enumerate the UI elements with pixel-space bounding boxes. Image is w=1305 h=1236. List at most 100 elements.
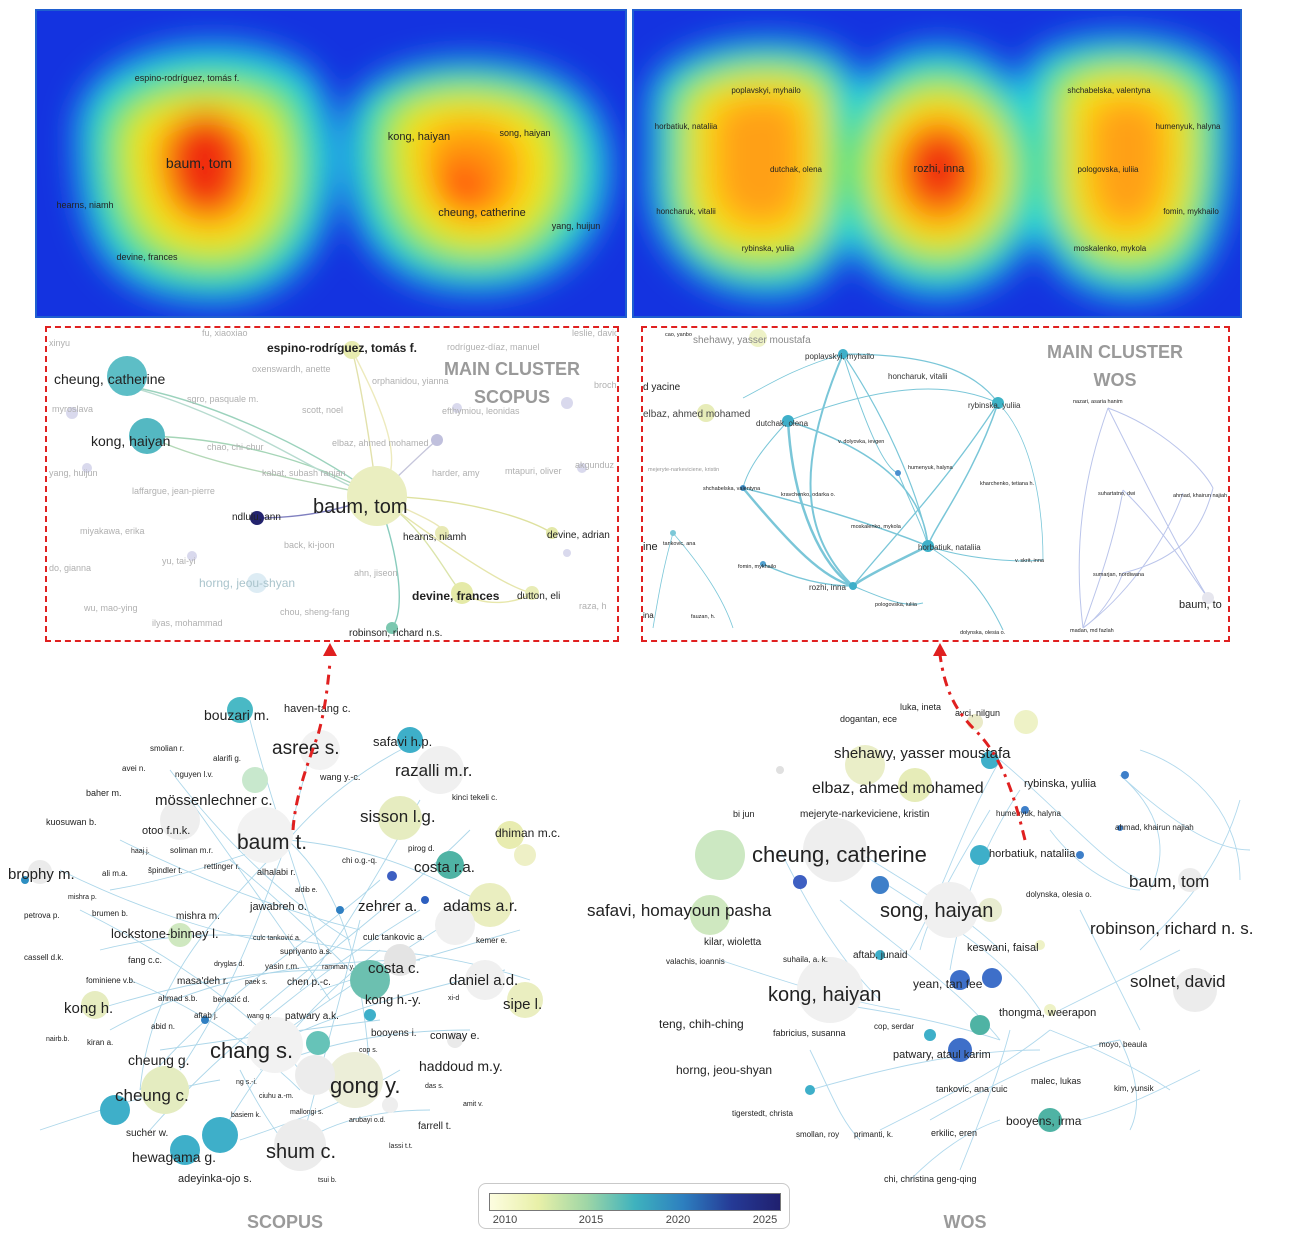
node-label: xi-d bbox=[448, 995, 459, 1002]
node-label: patwary a.k. bbox=[285, 1011, 339, 1022]
node-label: kabat, subash ranjan bbox=[262, 468, 346, 478]
node-label: hewagama g. bbox=[132, 1149, 216, 1165]
node-label: cheung, catherine bbox=[54, 371, 166, 387]
node-label: espino-rodríguez, tomás f. bbox=[267, 341, 417, 355]
node-label: tankovic, ana cuic bbox=[936, 1084, 1008, 1094]
node-label: suhaila, a. k. bbox=[783, 955, 828, 964]
node-label: aftab, junaid bbox=[853, 950, 908, 961]
node-label: ndlulu, ann bbox=[232, 512, 281, 523]
heat-label: hearns, niamh bbox=[56, 200, 113, 210]
node-label: baum, tom bbox=[313, 496, 407, 518]
node-label: sisson l.g. bbox=[360, 807, 436, 826]
heat-label: yang, huijun bbox=[552, 221, 601, 231]
node-label: v. skrit, inna bbox=[1015, 558, 1045, 564]
node-label: raza, h bbox=[579, 601, 607, 611]
node-label: smolian r. bbox=[150, 744, 184, 753]
node-label: špindler t. bbox=[148, 866, 183, 875]
main-cluster-scopus-title-2: SCOPUS bbox=[474, 387, 550, 407]
node-label: zehrer a. bbox=[358, 898, 417, 915]
node-label: cop s. bbox=[359, 1047, 378, 1054]
node-label: haddoud m.y. bbox=[419, 1058, 503, 1074]
node-label: wu, mao-ying bbox=[83, 603, 138, 613]
node-label: culc tankovic a. bbox=[363, 932, 425, 942]
node-label: cheung, catherine bbox=[752, 842, 927, 867]
node-label: pirog d. bbox=[408, 844, 435, 853]
node-label: dhiman m.c. bbox=[495, 826, 560, 840]
node-label: mejeryte-narkeviciene, kristin bbox=[800, 809, 930, 820]
node-label: kong h. bbox=[64, 1000, 113, 1017]
wos-cluster-nodes bbox=[670, 329, 1214, 604]
node-label: rybinska, yuliia bbox=[968, 401, 1021, 410]
node-label: akgunduz bbox=[575, 460, 615, 470]
caption-scopus: SCOPUS bbox=[246, 1212, 324, 1232]
node-label: otoo f.n.k. bbox=[142, 825, 190, 837]
node-label: das s. bbox=[425, 1083, 444, 1090]
node-label: fominiene v.b. bbox=[86, 976, 135, 985]
node-label: yu, tai-yi bbox=[162, 556, 196, 566]
link-arrow-wos bbox=[938, 654, 1027, 841]
node-label: masa'deh r. bbox=[177, 976, 228, 987]
node-label: booyens, irma bbox=[1006, 1114, 1082, 1128]
node-label: shehawy, yasser moustafa bbox=[834, 745, 1011, 762]
node-label: razalli m.r. bbox=[395, 761, 472, 780]
node-label: yang, huijun bbox=[49, 468, 98, 478]
network-wos: luka, ineta avci, nilgun dogantan, ece s… bbox=[587, 654, 1253, 1184]
node-label: valachis, ioannis bbox=[666, 957, 725, 966]
node-label: suhartatno, dwi bbox=[1098, 491, 1135, 497]
year-color-legend: 2010 2015 2020 2025 bbox=[478, 1183, 790, 1229]
legend-tick: 2020 bbox=[665, 1214, 691, 1226]
node-label: mtapuri, oliver bbox=[505, 466, 562, 476]
node-label: solnet, david bbox=[1130, 972, 1225, 991]
node-label: dolynska, olesia o. bbox=[960, 630, 1006, 636]
node-label: fauzan, h. bbox=[691, 614, 716, 620]
node-label: kim, yunsik bbox=[1114, 1084, 1155, 1093]
node-label: elbaz, ahmed mohamed bbox=[643, 409, 750, 420]
node-label: sucher w. bbox=[126, 1128, 168, 1139]
node-label: orphanidou, yianna bbox=[372, 376, 449, 386]
main-cluster-scopus-title-1: MAIN CLUSTER bbox=[444, 359, 580, 379]
node-label: haven-tang c. bbox=[284, 703, 351, 715]
node-label: ahmad, khairun najiah bbox=[1173, 493, 1227, 499]
heat-label: baum, tom bbox=[166, 155, 232, 171]
node-label: harder, amy bbox=[432, 468, 480, 478]
heat-label: poplavskyi, myhailo bbox=[731, 86, 801, 95]
node-label: horbatiuk, nataliia bbox=[989, 848, 1076, 860]
node-label: ahmad, khairun najiah bbox=[1115, 823, 1194, 832]
node-label: benazić d. bbox=[213, 995, 249, 1004]
node-label: erkilic, eren bbox=[931, 1128, 977, 1138]
node-label: booyens i. bbox=[371, 1028, 417, 1039]
main-cluster-scopus-box: fu, xiaoxiao rodríguez-díaz, manuel lesl… bbox=[45, 326, 619, 642]
node-label: arubayi o.d. bbox=[349, 1117, 386, 1124]
caption-wos: WOS bbox=[943, 1212, 987, 1232]
heatmap-wos-canvas: poplavskyi, myhailo horbatiuk, nataliia … bbox=[634, 11, 1240, 316]
node-label: brumen b. bbox=[92, 909, 128, 918]
node-label: humenyuk, halyna bbox=[908, 465, 954, 471]
node-label: chen p.-c. bbox=[287, 977, 331, 988]
node-label: asree s. bbox=[272, 738, 340, 759]
node-label: devine, frances bbox=[412, 589, 500, 603]
heat-label: moskalenko, mykola bbox=[1074, 244, 1147, 253]
node-label: honcharuk, vitalii bbox=[888, 372, 948, 381]
node-label: daniel a.d. bbox=[449, 972, 518, 989]
node-label: chou, sheng-fang bbox=[280, 607, 350, 617]
node-label: rybinska, yuliia bbox=[1024, 778, 1097, 790]
heat-label: honcharuk, vitalii bbox=[656, 207, 716, 216]
node-label: chang s. bbox=[210, 1038, 293, 1063]
node-label: thongma, weerapon bbox=[999, 1007, 1096, 1019]
node-label: avci, nilgun bbox=[955, 708, 1000, 718]
node-label: kuosuwan b. bbox=[46, 817, 97, 827]
node-label: pologovska, iuliia bbox=[875, 602, 918, 608]
heat-label: song, haiyan bbox=[499, 128, 550, 138]
node-label: tsui b. bbox=[318, 1177, 337, 1184]
heat-label: rozhi, inna bbox=[914, 163, 966, 175]
node-label: song, haiyan bbox=[880, 900, 993, 922]
node-label: d yacine bbox=[643, 382, 681, 393]
node-label: kravchenko, odarka o. bbox=[781, 492, 836, 498]
node-label: fang c.c. bbox=[128, 955, 162, 965]
arrowhead-scopus bbox=[323, 643, 337, 656]
node-label: yasin r.m. bbox=[265, 962, 299, 971]
node-label: fomin, mykhailo bbox=[738, 564, 776, 570]
node-label: petrova p. bbox=[24, 911, 60, 920]
node-label: baher m. bbox=[86, 788, 122, 798]
node-label: brophy m. bbox=[8, 866, 75, 883]
